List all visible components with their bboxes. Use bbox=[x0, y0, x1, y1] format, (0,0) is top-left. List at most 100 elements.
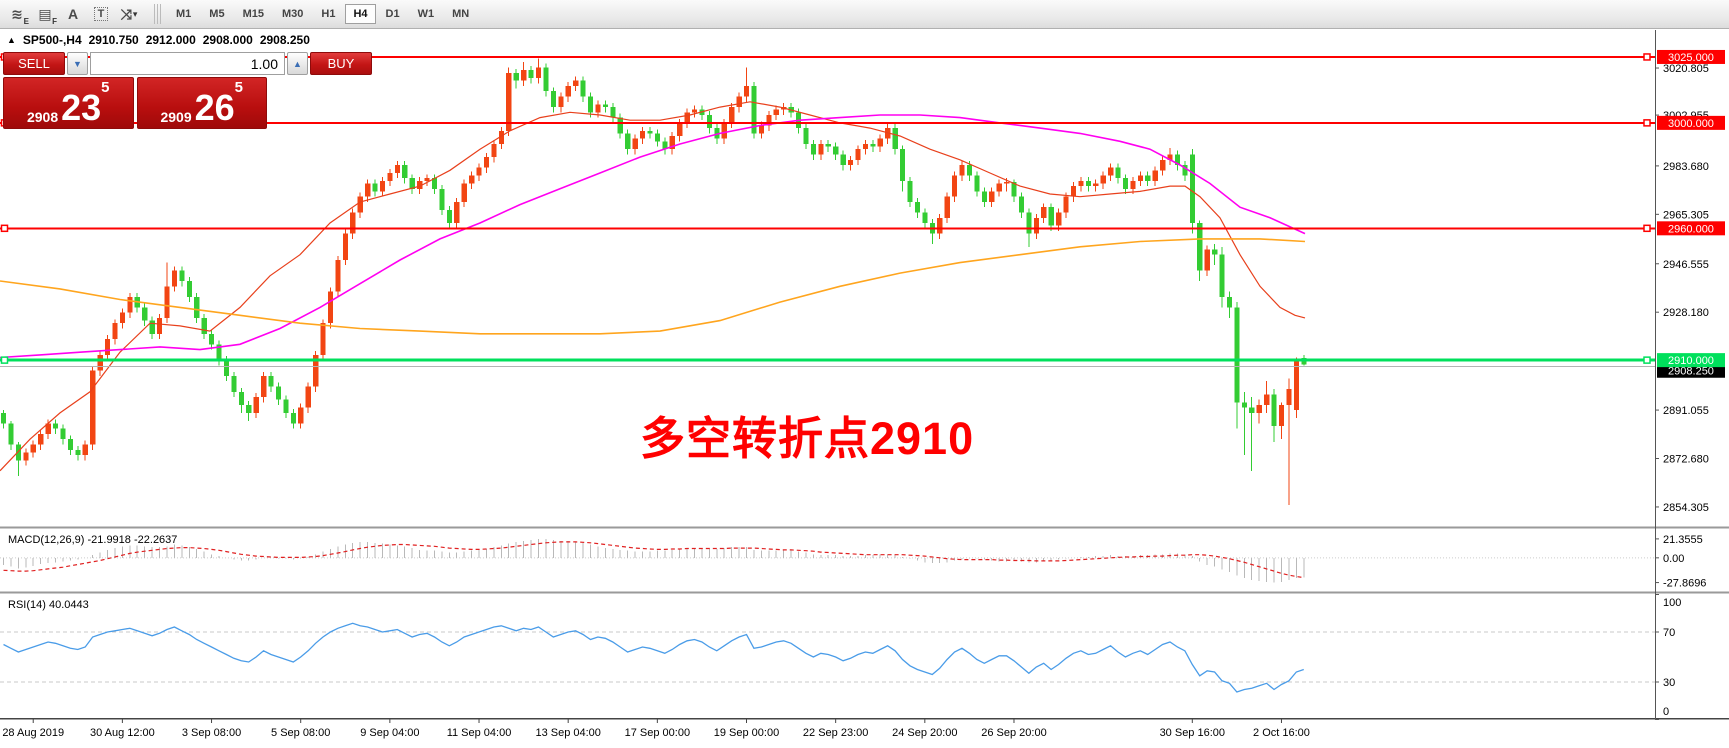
toolbar-grip[interactable] bbox=[154, 4, 161, 24]
order-arrows-tool-icon[interactable]: ⤨ ▾ bbox=[120, 5, 138, 22]
drawing-tools-group: ≋ E ▤ F A T ⤨ ▾ bbox=[4, 2, 144, 27]
price-badge-2960.000: 2960.000 bbox=[1657, 221, 1725, 236]
svg-text:2960.000: 2960.000 bbox=[1668, 223, 1714, 235]
mid-ma-line[interactable] bbox=[0, 114, 1306, 359]
timeframe-d1[interactable]: D1 bbox=[385, 8, 400, 20]
price-badge-3025.000: 3025.000 bbox=[1657, 49, 1725, 64]
svg-text:3 Sep 08:00: 3 Sep 08:00 bbox=[182, 727, 241, 739]
price-badge-2908.250: 2908.250 bbox=[1657, 363, 1725, 378]
sell-price-big: 23 bbox=[61, 87, 102, 129]
buy-quote-box[interactable]: 2909 26 5 bbox=[136, 77, 267, 129]
timeframe-w1[interactable]: W1 bbox=[417, 8, 435, 20]
macd-main-value: -21.9918 bbox=[87, 534, 131, 546]
line-anchor-marker[interactable] bbox=[1643, 356, 1651, 364]
timeframe-mn[interactable]: MN bbox=[452, 8, 470, 20]
macd-signal-line bbox=[3, 541, 1304, 579]
svg-text:2965.305: 2965.305 bbox=[1663, 209, 1709, 221]
fast-ema-line[interactable] bbox=[0, 101, 1306, 472]
volume-input[interactable] bbox=[90, 52, 285, 75]
timeframe-h4[interactable]: H4 bbox=[345, 4, 376, 24]
svg-text:13 Sep 04:00: 13 Sep 04:00 bbox=[535, 727, 600, 739]
buy-price-big: 26 bbox=[194, 87, 235, 129]
rsi-value: 40.0443 bbox=[48, 599, 89, 611]
svg-text:5 Sep 08:00: 5 Sep 08:00 bbox=[271, 727, 330, 739]
svg-text:2946.555: 2946.555 bbox=[1663, 259, 1709, 271]
timeframe-h1[interactable]: H1 bbox=[321, 8, 336, 20]
svg-text:2908.250: 2908.250 bbox=[1668, 366, 1714, 378]
sell-quote-box[interactable]: 2908 23 5 bbox=[3, 77, 134, 129]
ohlc-close: 2908.250 bbox=[259, 33, 310, 47]
svg-text:3020.805: 3020.805 bbox=[1663, 63, 1709, 75]
svg-text:24 Sep 20:00: 24 Sep 20:00 bbox=[892, 727, 957, 739]
volume-decrease-button[interactable]: ▼ bbox=[67, 52, 88, 75]
ohlc-low: 2908.000 bbox=[202, 33, 253, 47]
grid-f-tool-icon[interactable]: ▤ F bbox=[38, 5, 57, 27]
svg-text:28 Aug 2019: 28 Aug 2019 bbox=[2, 727, 64, 739]
svg-text:30: 30 bbox=[1663, 677, 1675, 689]
one-click-trading-panel: SELL ▼ ▲ BUY 2908 23 5 2909 26 5 bbox=[3, 52, 372, 129]
svg-text:11 Sep 04:00: 11 Sep 04:00 bbox=[447, 727, 512, 739]
svg-text:30 Aug 12:00: 30 Aug 12:00 bbox=[90, 727, 155, 739]
chart-annotation-text[interactable]: 多空转折点2910 bbox=[640, 413, 975, 464]
timeframe-buttons-group: M1 M5 M15 M30 H1 H4 D1 W1 MN bbox=[167, 4, 478, 24]
svg-text:17 Sep 00:00: 17 Sep 00:00 bbox=[625, 727, 690, 739]
svg-text:70: 70 bbox=[1663, 627, 1675, 639]
svg-text:3000.000: 3000.000 bbox=[1668, 118, 1714, 130]
rsi-name: RSI(14) bbox=[8, 599, 46, 611]
rsi-line bbox=[3, 622, 1304, 693]
svg-text:21.3555: 21.3555 bbox=[1663, 534, 1703, 546]
sell-price-sup: 5 bbox=[101, 79, 110, 96]
buy-price-sup: 5 bbox=[234, 79, 244, 96]
toolbar: ≋ E ▤ F A T ⤨ ▾ M1 M5 M15 M30 H1 H4 D1 W1 MN bbox=[0, 0, 1729, 29]
candles-layer bbox=[1, 58, 1307, 506]
svg-text:3025.000: 3025.000 bbox=[1668, 52, 1714, 64]
svg-text:0: 0 bbox=[1663, 706, 1669, 718]
line-anchor-marker[interactable] bbox=[1643, 53, 1651, 61]
textbox-tool-icon[interactable]: T bbox=[88, 2, 114, 26]
svg-text:2983.680: 2983.680 bbox=[1663, 161, 1709, 173]
svg-text:2854.305: 2854.305 bbox=[1663, 502, 1709, 514]
macd-signal-value: -22.2637 bbox=[133, 534, 178, 546]
svg-text:9 Sep 04:00: 9 Sep 04:00 bbox=[360, 727, 419, 739]
timeframe-m5[interactable]: M5 bbox=[209, 8, 225, 20]
line-anchor-marker[interactable] bbox=[1643, 224, 1651, 233]
symbol-label: SP500-,H4 bbox=[22, 33, 82, 47]
svg-text:100: 100 bbox=[1663, 597, 1681, 609]
line-anchor-marker[interactable] bbox=[0, 356, 9, 364]
volume-increase-button[interactable]: ▲ bbox=[287, 52, 308, 75]
buy-button[interactable]: BUY bbox=[310, 52, 372, 75]
svg-text:2872.680: 2872.680 bbox=[1663, 454, 1709, 466]
slow-ma-line[interactable] bbox=[0, 238, 1306, 335]
ohlc-open: 2910.750 bbox=[88, 33, 139, 47]
ohlc-high: 2912.000 bbox=[145, 33, 196, 47]
macd-histogram bbox=[3, 539, 1305, 583]
collapse-chart-arrow[interactable]: ▲ bbox=[7, 35, 16, 45]
price-badge-2910.000: 2910.000 bbox=[1657, 353, 1725, 368]
sell-button[interactable]: SELL bbox=[3, 52, 65, 75]
svg-text:2910.000: 2910.000 bbox=[1668, 355, 1714, 367]
macd-indicator-name: MACD(12,26,9) bbox=[8, 534, 85, 546]
time-axis-labels: 28 Aug 2019 30 Aug 12:00 3 Sep 08:00 5 Sep … bbox=[2, 719, 1310, 739]
price-badge-3000.000: 3000.000 bbox=[1657, 115, 1725, 130]
text-tool-icon[interactable]: A bbox=[67, 6, 79, 22]
price-axis-labels: 3020.8053002.9552983.6802965.3052946.555… bbox=[1655, 63, 1709, 720]
buy-price-prefix: 2909 bbox=[160, 109, 192, 125]
rsi-label: RSI(14) 40.0443 bbox=[8, 599, 89, 611]
svg-text:19 Sep 00:00: 19 Sep 00:00 bbox=[714, 727, 779, 739]
timeframe-m1[interactable]: M1 bbox=[176, 8, 192, 20]
svg-text:2 Oct 16:00: 2 Oct 16:00 bbox=[1253, 727, 1310, 739]
pattern-e-tool-icon[interactable]: ≋ E bbox=[11, 5, 29, 27]
dropdown-caret-icon[interactable]: ▾ bbox=[132, 8, 138, 19]
timeframe-m30[interactable]: M30 bbox=[281, 8, 304, 20]
line-anchor-marker[interactable] bbox=[0, 224, 9, 233]
svg-text:22 Sep 23:00: 22 Sep 23:00 bbox=[803, 727, 868, 739]
svg-text:2928.180: 2928.180 bbox=[1663, 307, 1709, 319]
timeframe-m15[interactable]: M15 bbox=[242, 8, 264, 20]
svg-text:0.00: 0.00 bbox=[1663, 553, 1684, 565]
svg-text:30 Sep 16:00: 30 Sep 16:00 bbox=[1160, 727, 1225, 739]
line-anchor-marker[interactable] bbox=[1643, 119, 1651, 127]
svg-text:2891.055: 2891.055 bbox=[1663, 405, 1709, 417]
chart-title: ▲ SP500-,H4 2910.750 2912.000 2908.000 2… bbox=[7, 33, 310, 47]
